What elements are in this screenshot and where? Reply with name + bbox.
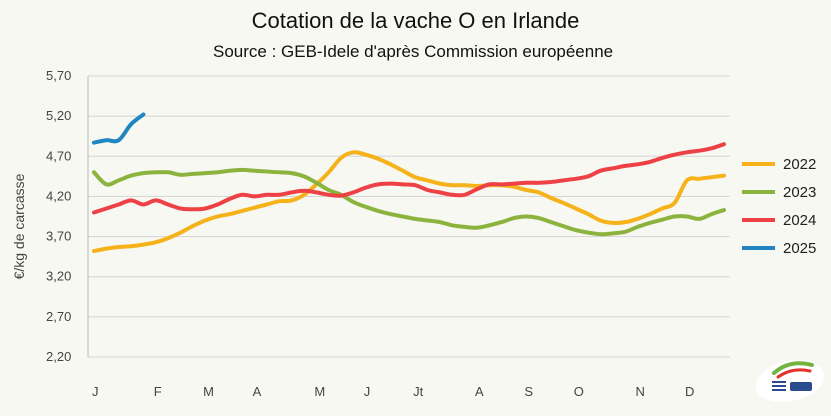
series-line-2022 bbox=[92, 150, 726, 253]
x-tick-label: S bbox=[524, 384, 533, 399]
y-tick-label: 3,20 bbox=[46, 269, 71, 284]
y-tick-label: 4,70 bbox=[46, 148, 71, 163]
x-tick-label: M bbox=[314, 384, 325, 399]
x-tick-label: J bbox=[364, 384, 371, 399]
y-tick-label: 5,20 bbox=[46, 108, 71, 123]
y-tick-label: 2,20 bbox=[46, 349, 71, 364]
chart-subtitle: Source : GEB-Idele d'après Commission eu… bbox=[213, 42, 614, 61]
legend: 2022 2023 2024 2025 bbox=[742, 156, 816, 257]
x-axis-ticks: J F M A M J Jt A S O N D bbox=[92, 384, 694, 399]
x-tick-label: F bbox=[154, 384, 162, 399]
x-tick-label: A bbox=[475, 384, 484, 399]
x-tick-label: Jt bbox=[413, 384, 424, 399]
y-tick-label: 3,70 bbox=[46, 229, 71, 244]
legend-label: 2024 bbox=[783, 212, 816, 229]
x-tick-label: D bbox=[685, 384, 694, 399]
legend-label: 2022 bbox=[783, 156, 816, 173]
series-line-2024 bbox=[92, 142, 726, 215]
x-tick-label: A bbox=[253, 384, 262, 399]
legend-label: 2023 bbox=[783, 184, 816, 201]
x-tick-label: J bbox=[92, 384, 99, 399]
chart-title: Cotation de la vache O en Irlande bbox=[251, 8, 580, 33]
x-tick-label: M bbox=[203, 384, 214, 399]
idele-logo bbox=[755, 360, 825, 402]
x-tick-label: O bbox=[574, 384, 584, 399]
series-line-2025 bbox=[92, 112, 146, 145]
legend-label: 2025 bbox=[783, 240, 816, 257]
x-tick-label: N bbox=[636, 384, 645, 399]
y-tick-label: 5,70 bbox=[46, 68, 71, 83]
y-tick-label: 2,70 bbox=[46, 309, 71, 324]
y-axis-label: €/kg de carcasse bbox=[11, 173, 27, 279]
y-axis-ticks: 2,20 2,70 3,20 3,70 4,20 4,70 5,20 5,70 bbox=[46, 68, 71, 364]
series-lines bbox=[92, 112, 726, 253]
series-line-2023 bbox=[92, 167, 726, 237]
y-tick-label: 4,20 bbox=[46, 188, 71, 203]
grid-lines bbox=[88, 75, 730, 358]
